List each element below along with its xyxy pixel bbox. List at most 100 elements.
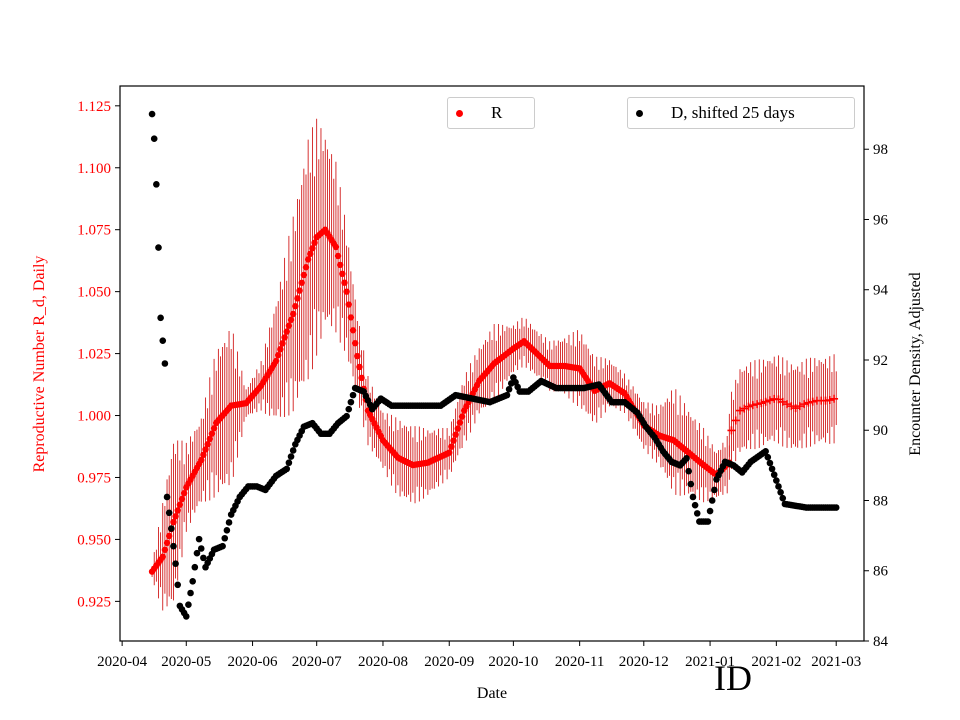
x-tick-label: 2020-10 xyxy=(488,654,538,670)
x-tick-label: 2021-02 xyxy=(751,654,801,670)
legend-d-label: D, shifted 25 days xyxy=(671,103,795,122)
r-point xyxy=(744,402,753,411)
plot-frame xyxy=(119,85,865,642)
r-point xyxy=(208,430,216,437)
right-axis-label: Encounter Density, Adjusted xyxy=(907,272,924,455)
r-point xyxy=(289,310,297,318)
d-point xyxy=(161,360,169,367)
r-point xyxy=(174,507,181,514)
d-point xyxy=(773,477,780,484)
right-tick-label: 92 xyxy=(873,353,888,369)
d-point xyxy=(191,563,199,571)
d-point xyxy=(704,518,712,525)
right-axis: 84 86 88 90 92 94 96 98 xyxy=(864,142,889,650)
d-point xyxy=(189,577,196,585)
left-tick-label: 1.025 xyxy=(77,347,111,363)
r-point xyxy=(285,322,293,329)
r-point xyxy=(808,397,817,406)
r-point xyxy=(200,451,207,459)
r-point xyxy=(202,446,209,453)
r-point xyxy=(456,419,464,426)
r-point xyxy=(283,328,290,335)
r-point xyxy=(176,501,184,508)
d-point xyxy=(182,613,190,620)
d-point xyxy=(225,519,233,526)
r-point xyxy=(795,402,804,411)
d-point xyxy=(505,385,513,393)
d-point xyxy=(766,459,774,467)
left-axis: 0.925 0.950 0.975 1.000 1.025 1.050 1.075 1.100… xyxy=(77,99,120,610)
d-point xyxy=(163,493,171,501)
r-point xyxy=(165,532,173,540)
d-point xyxy=(148,110,156,118)
r-point xyxy=(804,398,813,407)
left-tick-label: 1.100 xyxy=(77,161,111,177)
left-tick-label: 1.125 xyxy=(77,99,111,115)
r-point xyxy=(281,334,288,341)
r-point xyxy=(292,302,299,310)
r-point xyxy=(349,327,357,334)
d-point xyxy=(687,480,695,488)
d-point xyxy=(193,549,201,557)
r-point xyxy=(307,250,314,258)
d-point xyxy=(708,497,716,504)
r-point xyxy=(351,339,359,347)
d-point xyxy=(287,453,295,460)
d-markers xyxy=(148,110,840,620)
r-point xyxy=(279,340,286,347)
x-tick-label: 2020-06 xyxy=(228,654,278,670)
d-point xyxy=(172,560,179,568)
r-point xyxy=(343,288,350,295)
d-point xyxy=(349,391,357,399)
r-markers-0 xyxy=(148,226,733,575)
r-point xyxy=(358,374,365,382)
r-point xyxy=(450,437,457,444)
d-point xyxy=(775,483,782,490)
r-point xyxy=(787,402,796,411)
r-point xyxy=(778,397,787,406)
d-point xyxy=(762,448,769,455)
d-point xyxy=(689,493,697,501)
r-point xyxy=(446,449,453,456)
r-point xyxy=(356,363,363,371)
r-errorbars-1 xyxy=(728,354,837,470)
r-point xyxy=(206,435,213,443)
d-point xyxy=(170,542,177,550)
d-point xyxy=(683,455,690,462)
r-point xyxy=(170,518,177,526)
r-point xyxy=(761,397,770,406)
d-point xyxy=(693,510,701,517)
r-point xyxy=(161,546,169,554)
r-point xyxy=(294,295,301,302)
r-point xyxy=(178,495,186,503)
right-tick-label: 94 xyxy=(873,283,889,299)
r-point xyxy=(774,395,783,404)
d-point xyxy=(165,509,173,517)
r-point xyxy=(731,416,740,425)
r-point xyxy=(736,406,744,415)
legend-r: R xyxy=(447,97,535,129)
d-point xyxy=(197,545,205,552)
r-point xyxy=(302,264,310,271)
legend-r-label: R xyxy=(491,103,503,122)
d-point xyxy=(185,601,192,609)
x-tick-label: 2020-11 xyxy=(555,654,604,670)
d-point xyxy=(195,535,203,543)
x-tick-label: 2020-08 xyxy=(358,654,408,670)
r-point xyxy=(740,404,749,413)
right-tick-label: 98 xyxy=(873,142,888,158)
r-point xyxy=(748,401,757,410)
d-point xyxy=(691,501,699,509)
d-point xyxy=(711,486,718,494)
x-tick-label: 2021-01 xyxy=(685,654,735,670)
left-tick-label: 0.950 xyxy=(77,532,111,548)
d-point xyxy=(187,589,194,597)
d-point xyxy=(283,465,291,473)
left-tick-label: 1.050 xyxy=(77,285,111,301)
r-point xyxy=(800,400,809,409)
left-axis-label: Reproductive Number R_d, Daily xyxy=(31,256,48,473)
d-point xyxy=(289,447,297,454)
x-tick-label: 2020-12 xyxy=(619,654,669,670)
d-point xyxy=(157,314,164,322)
r-point xyxy=(339,270,346,278)
